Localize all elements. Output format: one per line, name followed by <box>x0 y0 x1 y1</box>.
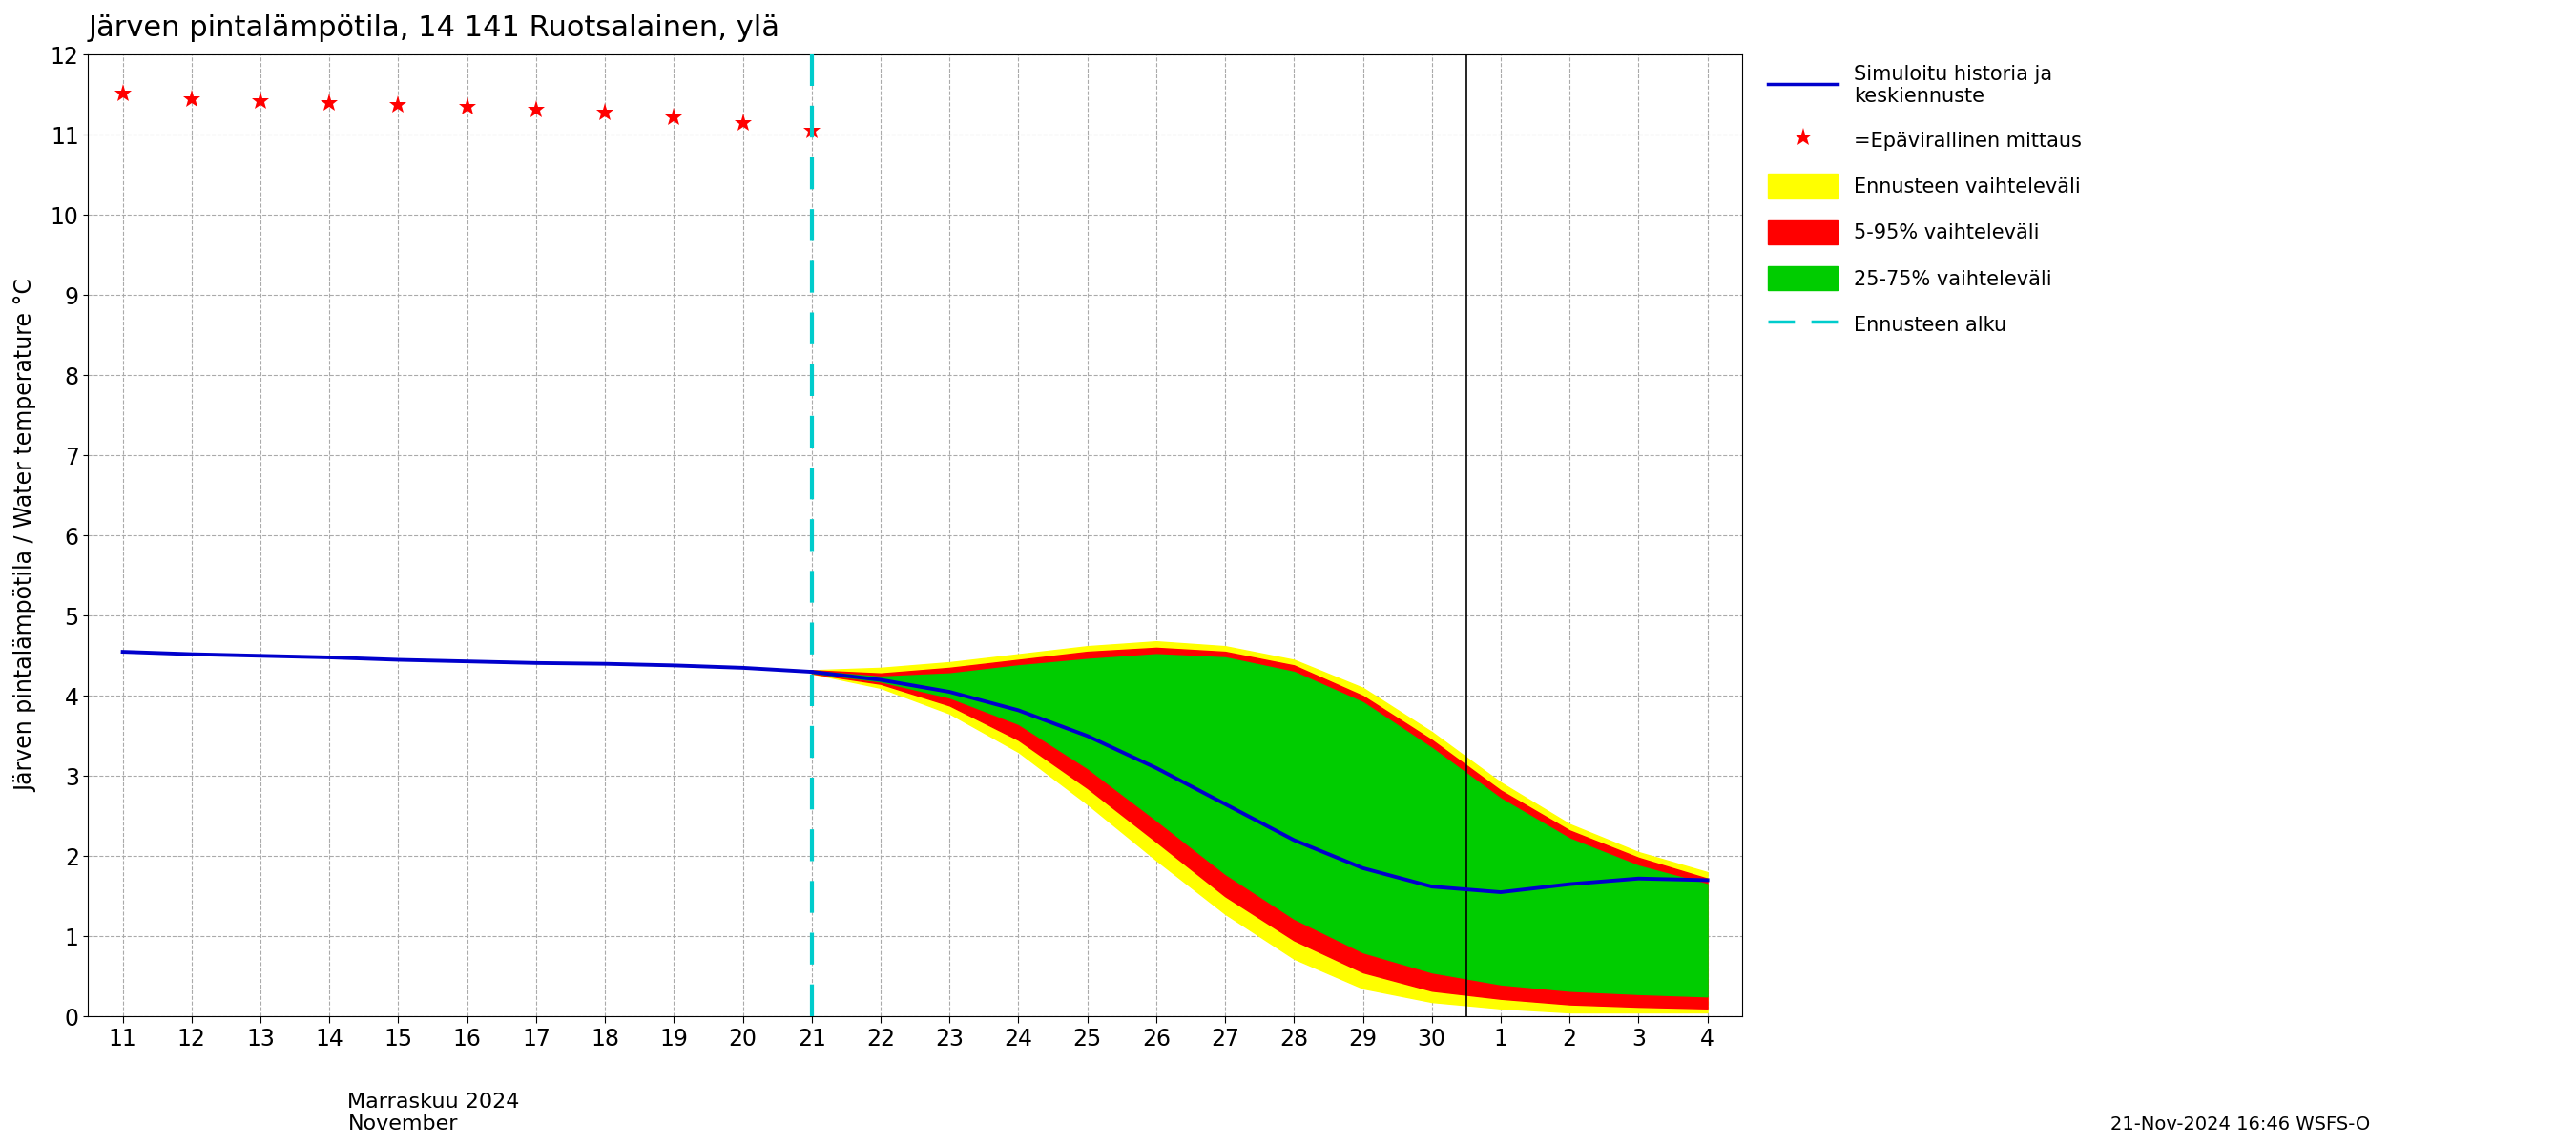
Legend: Simuloitu historia ja
keskiennuste, =Epävirallinen mittaus, Ennusteen vaihtelevä: Simuloitu historia ja keskiennuste, =Epä… <box>1767 65 2081 337</box>
Y-axis label: Järven pintalämpötila / Water temperature °C: Järven pintalämpötila / Water temperatur… <box>15 279 36 792</box>
Text: Järven pintalämpötila, 14 141 Ruotsalainen, ylä: Järven pintalämpötila, 14 141 Ruotsalain… <box>88 14 781 42</box>
Text: 21-Nov-2024 16:46 WSFS-O: 21-Nov-2024 16:46 WSFS-O <box>2110 1115 2370 1134</box>
Text: Marraskuu 2024
November: Marraskuu 2024 November <box>348 1092 520 1134</box>
